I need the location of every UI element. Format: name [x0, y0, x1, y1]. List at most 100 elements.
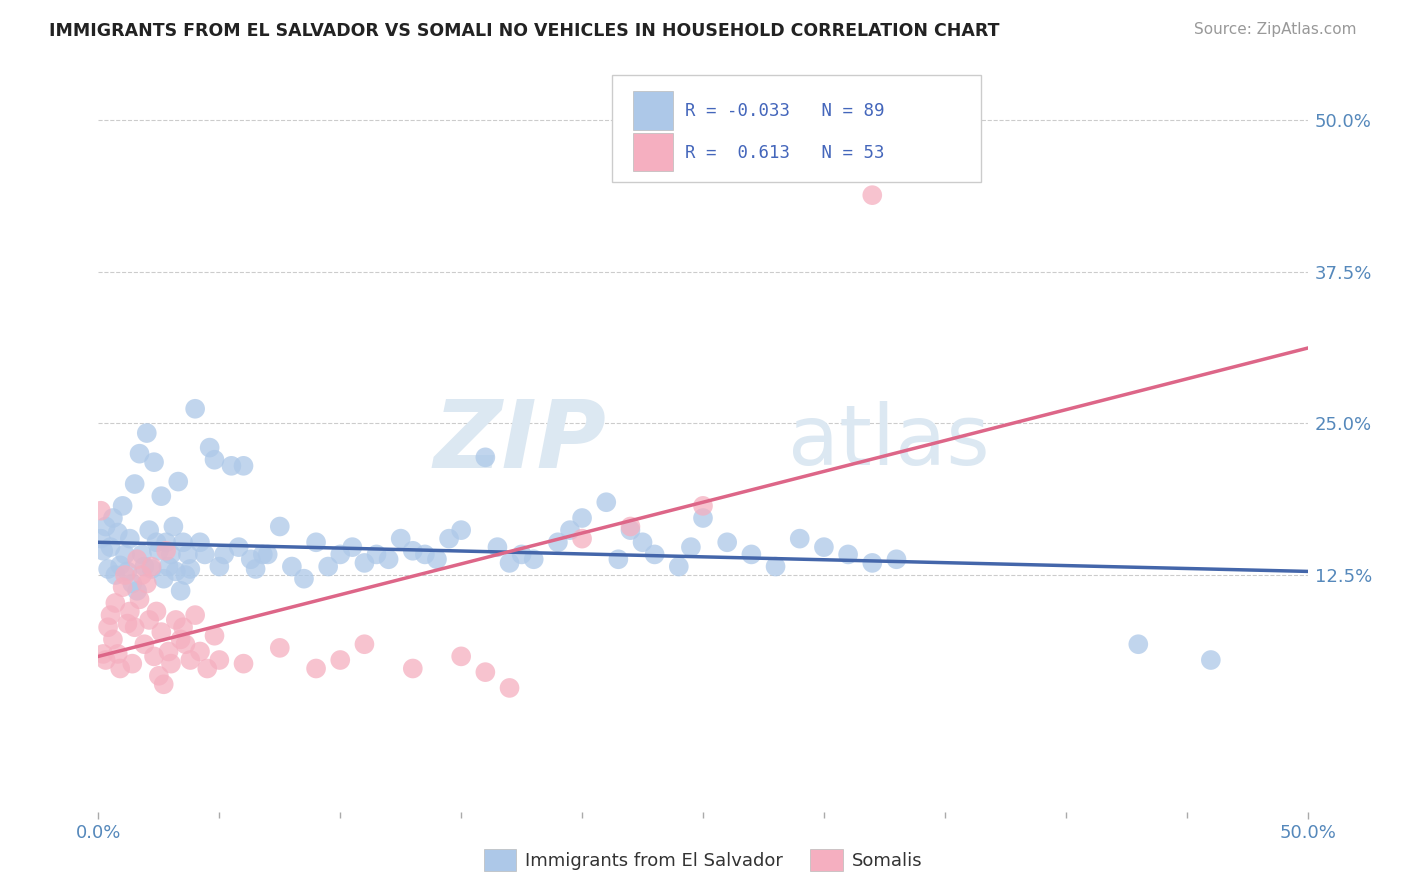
Point [389, 532, 412, 546]
Point [107, 525, 129, 540]
Point [498, 556, 520, 570]
Text: R =  0.613   N = 53: R = 0.613 N = 53 [685, 144, 884, 161]
Text: Source: ZipAtlas.com: Source: ZipAtlas.com [1194, 22, 1357, 37]
Point [150, 489, 173, 503]
Point [145, 604, 167, 618]
Point [97, 562, 120, 576]
Point [426, 552, 449, 566]
Point [571, 511, 593, 525]
Point [837, 548, 859, 562]
Point [157, 644, 180, 658]
Point [221, 458, 243, 473]
Text: R = -0.033   N = 89: R = -0.033 N = 89 [685, 102, 884, 120]
Point [124, 620, 146, 634]
Point [172, 535, 194, 549]
Point [97, 620, 120, 634]
Text: ZIP: ZIP [433, 395, 606, 488]
Bar [633, 91, 673, 130]
Point [134, 637, 156, 651]
Point [169, 632, 191, 647]
Point [179, 653, 201, 667]
Point [498, 681, 520, 695]
Point [108, 558, 131, 573]
Point [177, 548, 200, 562]
Point [740, 548, 762, 562]
Point [94, 519, 117, 533]
Point [212, 548, 235, 562]
Point [118, 532, 141, 546]
Point [269, 519, 291, 533]
Point [450, 523, 472, 537]
Point [668, 559, 690, 574]
Point [195, 661, 218, 675]
Point [644, 548, 666, 562]
Point [104, 568, 127, 582]
Point [281, 559, 304, 574]
Point [486, 540, 509, 554]
Point [143, 649, 166, 664]
Point [179, 562, 201, 576]
Point [118, 604, 141, 618]
Point [329, 548, 352, 562]
Point [121, 657, 143, 671]
Point [155, 543, 177, 558]
Point [124, 477, 146, 491]
Point [143, 455, 166, 469]
Point [860, 188, 883, 202]
Point [162, 519, 184, 533]
Point [117, 616, 139, 631]
Point [208, 559, 231, 574]
FancyBboxPatch shape [613, 75, 981, 183]
Point [377, 552, 399, 566]
Point [571, 532, 593, 546]
Point [128, 592, 150, 607]
Point [134, 559, 156, 574]
Point [305, 535, 328, 549]
Point [127, 583, 149, 598]
Point [692, 499, 714, 513]
Point [160, 657, 183, 671]
Point [402, 543, 425, 558]
Point [174, 637, 197, 651]
Text: IMMIGRANTS FROM EL SALVADOR VS SOMALI NO VEHICLES IN HOUSEHOLD CORRELATION CHART: IMMIGRANTS FROM EL SALVADOR VS SOMALI NO… [49, 22, 1000, 40]
Point [138, 613, 160, 627]
Point [860, 556, 883, 570]
Point [523, 552, 546, 566]
Point [679, 540, 702, 554]
Point [184, 401, 207, 416]
Point [619, 519, 641, 533]
Point [131, 568, 153, 582]
Point [172, 620, 194, 634]
Point [342, 540, 364, 554]
Point [631, 535, 654, 549]
Point [607, 552, 630, 566]
Point [510, 548, 533, 562]
Point [366, 548, 388, 562]
Point [127, 552, 149, 566]
Point [256, 548, 278, 562]
Point [886, 552, 908, 566]
Point [141, 562, 163, 576]
Point [174, 568, 197, 582]
Point [150, 625, 173, 640]
Point [305, 661, 328, 675]
Point [232, 458, 254, 473]
Point [789, 532, 811, 546]
Point [619, 523, 641, 537]
Point [716, 535, 738, 549]
Point [131, 548, 153, 562]
Point [148, 543, 170, 558]
Point [547, 535, 569, 549]
Point [165, 613, 187, 627]
Point [90, 504, 112, 518]
Point [157, 559, 180, 574]
Point [152, 677, 174, 691]
Point [450, 649, 472, 664]
Point [245, 562, 267, 576]
Point [765, 559, 787, 574]
Point [91, 543, 114, 558]
Point [100, 540, 122, 554]
Point [117, 565, 139, 579]
Point [353, 556, 375, 570]
Point [1128, 637, 1150, 651]
